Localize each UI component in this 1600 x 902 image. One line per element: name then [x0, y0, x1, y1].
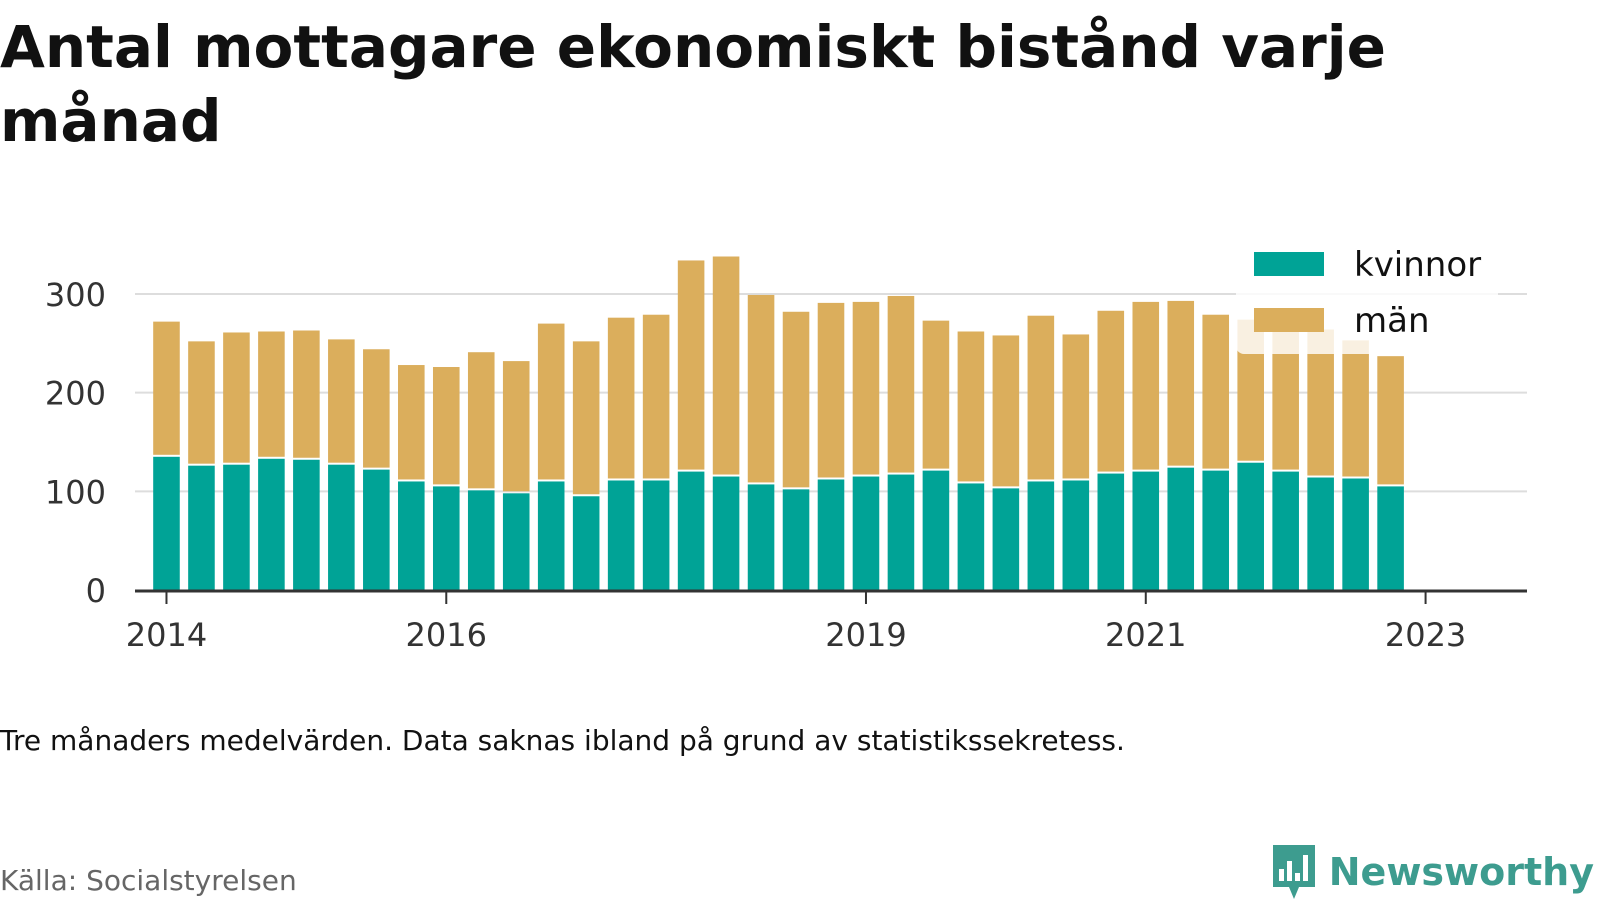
x-tick-label: 2014 — [126, 616, 207, 654]
y-tick-label: 200 — [45, 375, 106, 413]
bar-kvinnor — [432, 486, 460, 590]
bar-man — [432, 367, 460, 485]
bar-man — [1097, 310, 1125, 472]
bar-kvinnor — [712, 476, 740, 590]
bar-kvinnor — [1377, 486, 1404, 590]
bar-man — [607, 317, 635, 479]
bar-man — [782, 311, 810, 488]
y-tick-label: 100 — [45, 473, 106, 511]
brand-name: Newsworthy — [1328, 850, 1594, 894]
bar-man — [712, 256, 740, 475]
brand-logo: Newsworthy — [1269, 842, 1594, 902]
bar-kvinnor — [223, 464, 250, 590]
bar-kvinnor — [747, 484, 775, 590]
bar-kvinnor — [398, 481, 425, 590]
source-credit: Källa: Socialstyrelsen — [0, 864, 297, 897]
chart-note: Tre månaders medelvärden. Data saknas ib… — [0, 724, 1125, 757]
bar-man — [223, 332, 250, 463]
legend-swatch-man — [1254, 308, 1324, 332]
bar-kvinnor — [537, 481, 565, 590]
bar-kvinnor — [1062, 480, 1090, 590]
bar-kvinnor — [957, 483, 985, 590]
bar-man — [502, 361, 530, 492]
bar-kvinnor — [1167, 467, 1195, 590]
x-axis: 2014 2016 2019 2021 2023 — [126, 592, 1466, 654]
bar-man — [398, 365, 425, 480]
bar-kvinnor — [1272, 471, 1299, 590]
bar-kvinnor — [467, 490, 495, 590]
bar-man — [887, 295, 915, 473]
legend-swatch-kvinnor — [1254, 252, 1324, 276]
bar-kvinnor — [607, 480, 635, 590]
bar-kvinnor — [642, 480, 670, 590]
bar-kvinnor — [258, 458, 285, 590]
x-tick-label: 2021 — [1105, 616, 1186, 654]
bar-man — [992, 335, 1020, 487]
bar-kvinnor — [1307, 477, 1334, 590]
bar-man — [293, 330, 320, 458]
bar-man — [363, 349, 390, 468]
bar-kvinnor — [153, 456, 180, 590]
bar-kvinnor — [852, 476, 880, 590]
legend-label: män — [1354, 301, 1430, 341]
legend-label: kvinnor — [1354, 245, 1481, 285]
bar-man — [1202, 314, 1230, 469]
bar-kvinnor — [293, 459, 320, 590]
bar-man — [817, 302, 845, 478]
bar-man — [747, 294, 775, 483]
bar-kvinnor — [1237, 462, 1264, 590]
bar-kvinnor — [677, 471, 705, 590]
y-tick-label: 0 — [86, 572, 106, 610]
bar-kvinnor — [992, 488, 1020, 590]
bar-man — [153, 321, 180, 455]
bar-man — [922, 320, 950, 469]
stacked-bar-chart: 2014 2016 2019 2021 2023 0 100 200 300 kvinnor m… — [44, 236, 1527, 654]
bar-kvinnor — [782, 489, 810, 590]
bar-kvinnor — [922, 470, 950, 590]
y-tick-label: 300 — [45, 276, 106, 314]
bar-kvinnor — [572, 496, 600, 590]
bar-man — [258, 331, 285, 457]
x-tick-label: 2023 — [1385, 616, 1466, 654]
bar-kvinnor — [188, 465, 215, 590]
bar-man — [467, 352, 495, 489]
bar-man — [852, 301, 880, 475]
bar-kvinnor — [363, 469, 390, 590]
bar-man — [572, 341, 600, 495]
bar-kvinnor — [1097, 473, 1125, 590]
bar-kvinnor — [887, 474, 915, 590]
bars — [153, 256, 1404, 590]
bar-man — [328, 339, 355, 463]
bar-man — [1342, 340, 1369, 477]
bar-man — [677, 260, 705, 470]
bar-man — [1377, 356, 1404, 485]
bar-kvinnor — [817, 479, 845, 590]
x-tick-label: 2019 — [825, 616, 906, 654]
chart-title: Antal mottagare ekonomiskt bistånd varje… — [0, 13, 1386, 155]
bar-man — [642, 314, 670, 479]
bar-man — [1167, 300, 1195, 466]
x-tick-label: 2016 — [406, 616, 487, 654]
bar-man — [1132, 301, 1160, 470]
bar-kvinnor — [328, 464, 355, 590]
bar-man — [188, 341, 215, 464]
bar-kvinnor — [502, 493, 530, 590]
bar-man — [957, 331, 985, 482]
bar-man — [537, 323, 565, 480]
y-axis: 0 100 200 300 — [45, 276, 106, 610]
bar-kvinnor — [1342, 478, 1369, 590]
bar-kvinnor — [1027, 481, 1055, 590]
legend: kvinnor män — [1236, 236, 1498, 354]
bar-kvinnor — [1132, 471, 1160, 590]
bar-man — [1027, 315, 1055, 480]
bar-chart-speech-icon — [1272, 845, 1315, 899]
bar-kvinnor — [1202, 470, 1230, 590]
bar-man — [1062, 334, 1090, 479]
